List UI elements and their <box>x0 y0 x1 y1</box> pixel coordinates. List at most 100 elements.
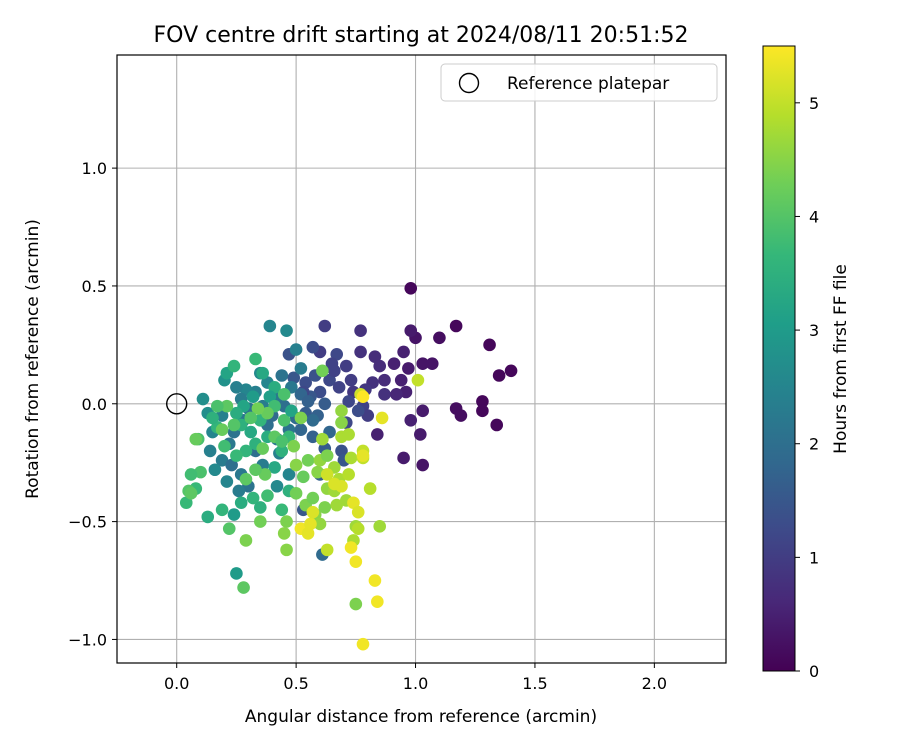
data-point <box>404 324 418 338</box>
data-point <box>289 343 303 356</box>
data-point <box>268 461 281 474</box>
reference-platepar-marker <box>166 393 188 415</box>
data-point <box>261 489 274 502</box>
colorbar-gradient <box>762 45 796 672</box>
data-point <box>332 380 346 394</box>
data-point <box>222 522 236 535</box>
y-tick-label: 0.0 <box>82 395 107 414</box>
data-point <box>263 390 277 404</box>
data-point <box>399 385 413 399</box>
data-point <box>227 359 241 373</box>
data-point <box>203 444 217 458</box>
data-point <box>230 406 243 420</box>
data-point <box>277 413 291 427</box>
data-point <box>320 543 334 557</box>
data-point <box>313 517 327 531</box>
data-point <box>184 468 198 481</box>
data-point <box>246 491 260 505</box>
data-point <box>239 472 253 486</box>
data-point <box>320 449 334 462</box>
x-axis-label: Angular distance from reference (arcmin) <box>245 707 597 727</box>
colorbar-tick-label: 4 <box>809 207 819 226</box>
data-point <box>230 567 243 580</box>
data-point <box>215 409 229 422</box>
x-tick-label: 0.0 <box>164 674 189 693</box>
data-point <box>330 347 344 361</box>
data-points <box>179 282 518 651</box>
data-point <box>234 496 248 510</box>
data-point <box>373 359 387 373</box>
data-point <box>306 413 320 427</box>
data-point <box>256 366 269 380</box>
data-point <box>349 597 363 611</box>
data-point <box>342 395 355 408</box>
data-point <box>230 380 243 394</box>
data-point <box>433 331 446 345</box>
data-point <box>378 373 391 387</box>
data-point <box>289 487 303 500</box>
data-point <box>208 463 222 477</box>
colorbar-tick-label: 1 <box>809 548 819 567</box>
data-point <box>184 487 198 500</box>
data-point <box>306 430 320 444</box>
data-point <box>356 449 370 462</box>
data-point <box>277 388 291 401</box>
x-tick-label: 1.5 <box>522 674 547 693</box>
y-axis-ticks: −1.0 −0.5 0.0 0.5 1.0 <box>68 159 117 649</box>
data-point <box>301 527 315 540</box>
data-point <box>387 357 401 371</box>
data-point <box>335 416 348 429</box>
data-point <box>211 399 224 413</box>
data-point <box>349 555 363 568</box>
data-point <box>215 423 229 436</box>
reference-marker-layer <box>166 393 188 415</box>
data-point <box>454 409 468 422</box>
data-point <box>311 465 324 479</box>
data-point <box>363 482 377 495</box>
x-tick-label: 0.5 <box>283 674 308 693</box>
y-tick-label: −0.5 <box>68 513 107 532</box>
data-point <box>342 428 355 441</box>
data-point <box>237 581 250 594</box>
data-point <box>215 503 229 517</box>
colorbar-tick-label: 3 <box>809 321 819 340</box>
data-point <box>368 574 382 587</box>
data-point <box>179 496 193 510</box>
chart-title: FOV centre drift starting at 2024/08/11 … <box>154 23 689 48</box>
data-point <box>299 376 312 389</box>
data-point <box>280 515 293 528</box>
data-point <box>476 395 489 408</box>
data-point <box>215 454 229 467</box>
data-point <box>318 397 332 411</box>
data-point <box>397 345 410 359</box>
colorbar-ticks: 0 1 2 3 4 5 <box>795 94 819 681</box>
data-point <box>227 418 241 432</box>
data-point <box>416 458 429 472</box>
legend-box <box>440 63 718 102</box>
data-point <box>280 324 293 338</box>
colorbar-tick-label: 2 <box>809 435 819 454</box>
data-point <box>201 510 215 524</box>
data-point <box>256 442 269 455</box>
data-point <box>296 470 310 484</box>
data-point <box>280 543 293 557</box>
data-point <box>344 373 358 387</box>
y-axis-label: Rotation from reference (arcmin) <box>23 219 43 499</box>
data-point <box>354 345 367 359</box>
data-point <box>239 534 253 547</box>
plot-frame <box>116 54 727 664</box>
legend-reference-marker <box>458 72 480 94</box>
data-point <box>483 338 496 352</box>
data-point <box>285 404 298 418</box>
data-point <box>361 409 375 422</box>
colorbar-label: Hours from first FF file <box>831 264 851 454</box>
data-point <box>378 388 391 401</box>
data-point <box>294 423 308 436</box>
data-point <box>294 411 308 425</box>
data-point <box>316 432 329 446</box>
data-point <box>330 498 344 512</box>
data-point <box>258 468 272 481</box>
y-tick-label: −1.0 <box>68 630 107 649</box>
data-point <box>335 444 348 458</box>
